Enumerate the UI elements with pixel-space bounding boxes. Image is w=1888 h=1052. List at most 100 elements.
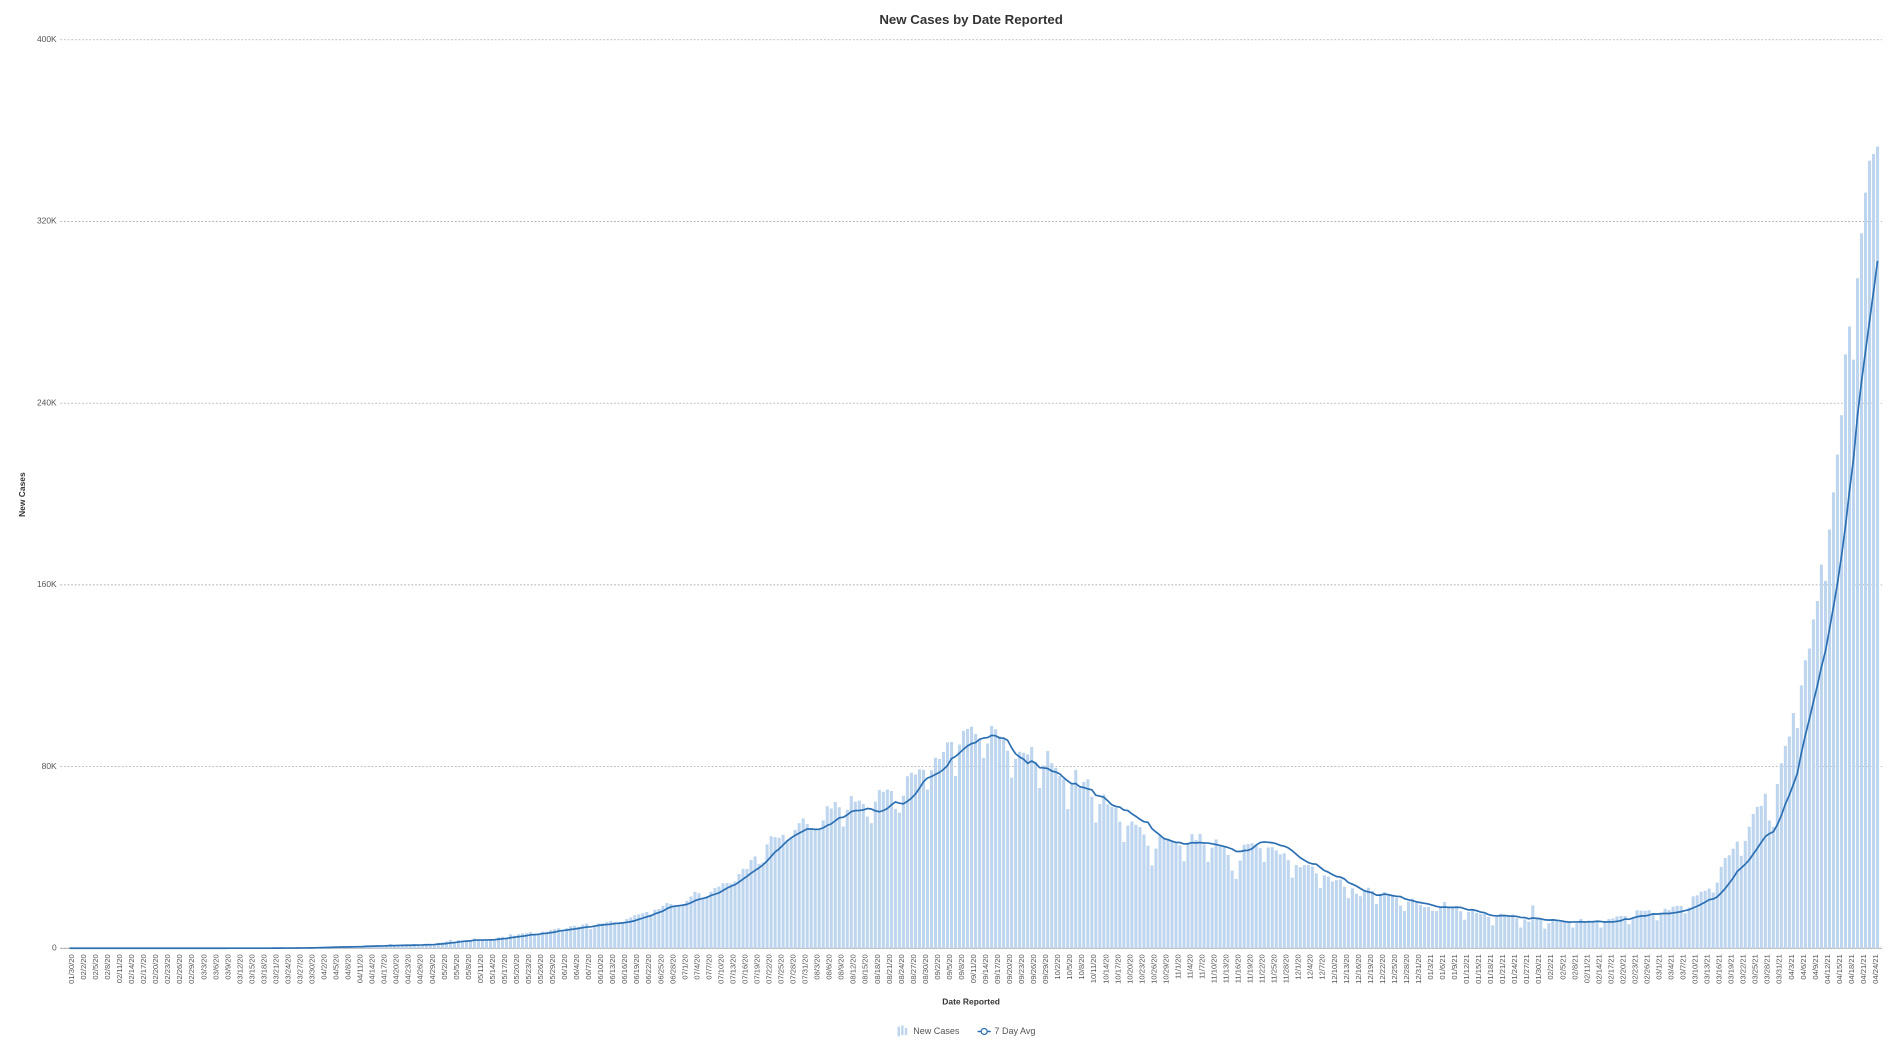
bar — [1803, 660, 1807, 949]
x-tick-label: 10/11/20 — [1089, 954, 1098, 983]
x-tick-label: 11/4/20 — [1185, 954, 1194, 979]
bar — [1210, 847, 1214, 949]
x-tick-label: 07/4/20 — [692, 954, 701, 979]
bar — [1859, 233, 1864, 949]
x-tick-label: 02/11/20 — [115, 954, 124, 983]
x-tick-label: 02/2/20 — [79, 954, 88, 979]
bar — [605, 922, 609, 949]
bar — [1366, 887, 1370, 949]
bar — [1054, 767, 1058, 949]
x-tick-label: 08/18/20 — [873, 954, 882, 984]
bar — [725, 883, 729, 949]
bar — [1334, 880, 1338, 949]
bar — [1154, 848, 1158, 949]
bar — [966, 728, 970, 949]
bar — [1675, 905, 1679, 949]
bar — [553, 929, 557, 949]
x-tick-label: 03/24/20 — [283, 954, 292, 984]
bar — [1006, 750, 1010, 949]
bar — [1779, 763, 1783, 949]
bar — [1543, 928, 1547, 949]
bar — [1302, 865, 1306, 949]
x-tick-label: 06/4/20 — [572, 954, 581, 979]
x-tick-label: 12/19/20 — [1366, 954, 1375, 984]
x-tick-label: 12/10/20 — [1330, 954, 1339, 984]
bar — [585, 923, 589, 949]
x-tick-label: 02/23/21 — [1630, 954, 1639, 984]
bar — [1811, 619, 1815, 949]
bar — [1250, 843, 1254, 949]
x-tick-label: 12/31/20 — [1414, 954, 1423, 984]
bar — [1423, 906, 1427, 949]
x-tick-label: 02/5/20 — [91, 954, 100, 979]
bar — [1270, 847, 1274, 949]
bar — [376, 945, 380, 949]
bar — [697, 893, 701, 949]
x-tick-label: 04/6/21 — [1799, 954, 1808, 979]
bar — [1587, 920, 1591, 949]
bar — [945, 742, 950, 949]
bar — [970, 726, 974, 949]
bar — [1759, 805, 1763, 949]
x-tick-label: 04/8/20 — [344, 954, 353, 979]
bar — [1487, 916, 1491, 949]
x-tick-label: 03/9/20 — [223, 954, 232, 979]
x-tick-label: 05/5/20 — [452, 954, 461, 979]
bar — [665, 903, 669, 949]
bar — [1435, 911, 1439, 949]
bar — [1106, 804, 1110, 949]
bar — [873, 801, 877, 949]
bar — [460, 940, 464, 949]
bar — [745, 869, 749, 949]
x-tick-label: 04/26/20 — [416, 954, 425, 984]
x-tick-label: 03/13/21 — [1703, 954, 1712, 984]
bar — [565, 928, 569, 949]
bar — [941, 751, 946, 949]
bar — [1507, 915, 1511, 949]
bar — [1222, 846, 1226, 949]
bar — [1266, 847, 1270, 949]
bar — [589, 929, 593, 949]
y-tick-label: 240K — [37, 397, 57, 407]
bar — [857, 800, 861, 949]
bar — [685, 900, 689, 949]
bar — [1142, 834, 1146, 949]
x-tick-label: 05/11/20 — [476, 954, 485, 983]
bar — [424, 943, 428, 949]
x-tick-label: 01/12/21 — [1462, 954, 1471, 984]
legend: New Cases 7 Day Avg — [897, 1025, 1035, 1037]
bar — [1182, 861, 1186, 949]
bar — [921, 769, 925, 949]
bar — [533, 933, 537, 949]
bar — [773, 837, 777, 949]
bar — [1547, 923, 1551, 949]
bar — [1775, 783, 1779, 949]
x-tick-label: 02/17/21 — [1606, 954, 1615, 984]
x-tick-label: 04/14/20 — [368, 954, 377, 984]
x-tick-label: 03/28/21 — [1763, 954, 1772, 984]
bar — [741, 868, 745, 949]
bar — [400, 945, 404, 949]
bar — [1795, 727, 1799, 949]
bar — [1635, 910, 1639, 949]
bar — [769, 836, 773, 949]
bar — [777, 837, 781, 949]
bar — [1527, 921, 1531, 949]
x-tick-label: 02/14/20 — [127, 954, 136, 984]
bar — [1298, 867, 1302, 949]
bar — [1050, 763, 1054, 949]
bar — [825, 806, 829, 949]
x-tick-label: 09/17/20 — [993, 954, 1002, 984]
x-tick-label: 03/31/21 — [1775, 954, 1784, 984]
bar — [785, 839, 789, 949]
bar — [1346, 898, 1350, 949]
bar — [1872, 154, 1876, 949]
bar — [869, 823, 873, 949]
bar — [990, 725, 994, 949]
bar — [1559, 921, 1563, 949]
bar — [1815, 601, 1819, 949]
bar — [917, 769, 921, 949]
bar — [1415, 902, 1419, 949]
x-tick-label: 04/20/20 — [392, 954, 401, 984]
x-tick-label: 04/11/20 — [356, 954, 365, 983]
